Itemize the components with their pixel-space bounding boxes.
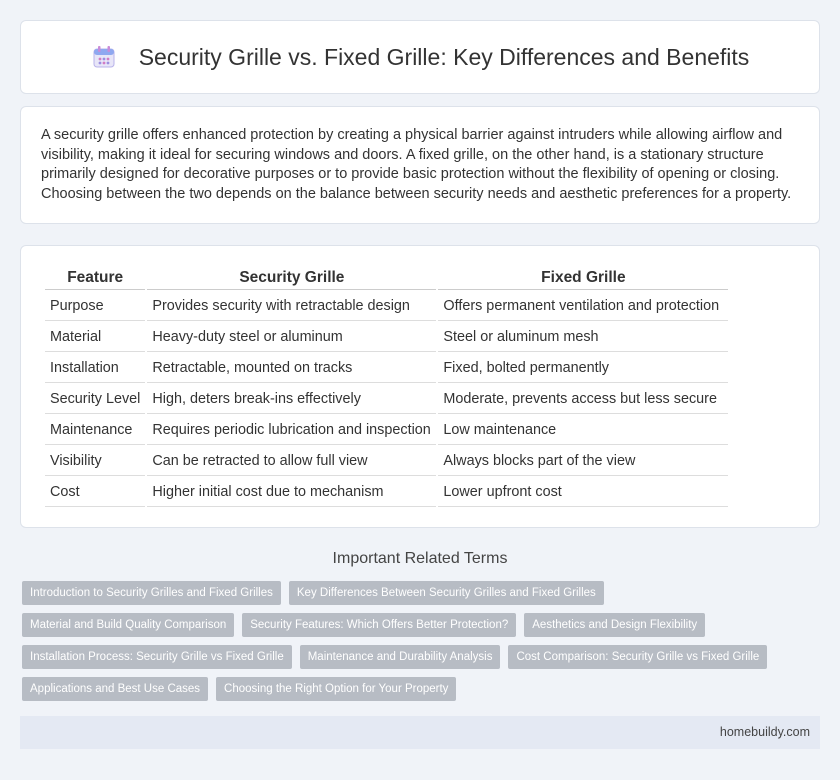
table-row: Visibility Can be retracted to allow full… [45, 445, 729, 476]
cell-security-grille: High, deters break-ins effectively [147, 383, 437, 414]
related-term-tag[interactable]: Material and Build Quality Comparison [22, 613, 235, 637]
table-row: Material Heavy-duty steel or aluminum Stee… [45, 321, 729, 352]
related-term-tag[interactable]: Cost Comparison: Security Grille vs Fixe… [508, 645, 768, 669]
related-term-tag[interactable]: Installation Process: Security Grille vs… [22, 645, 292, 669]
related-term-tag[interactable]: Choosing the Right Option for Your Prope… [216, 677, 457, 701]
cell-security-grille: Higher initial cost due to mechanism [147, 476, 437, 507]
cell-fixed-grille: Always blocks part of the view [438, 445, 729, 476]
cell-fixed-grille: Offers permanent ventilation and protect… [438, 290, 729, 321]
related-term-tag[interactable]: Applications and Best Use Cases [22, 677, 209, 701]
table-row: Cost Higher initial cost due to mechanism… [45, 476, 729, 507]
comparison-card: Feature Security Grille Fixed Grille Pur… [20, 245, 820, 528]
cell-fixed-grille: Steel or aluminum mesh [438, 321, 729, 352]
tag-row: Material and Build Quality Comparison Sec… [22, 613, 822, 637]
comparison-table: Feature Security Grille Fixed Grille Pur… [43, 266, 730, 507]
related-term-tag[interactable]: Maintenance and Durability Analysis [299, 645, 501, 669]
page-title: Security Grille vs. Fixed Grille: Key Di… [138, 43, 750, 70]
cell-security-grille: Retractable, mounted on tracks [147, 352, 437, 383]
header-fixed-grille: Fixed Grille [438, 266, 729, 290]
related-term-tag[interactable]: Aesthetics and Design Flexibility [524, 613, 706, 637]
calendar-icon [91, 44, 117, 70]
cell-feature: Installation [45, 352, 146, 383]
cell-fixed-grille: Low maintenance [438, 414, 729, 445]
related-term-tag[interactable]: Security Features: Which Offers Better P… [242, 613, 517, 637]
intro-paragraph: A security grille offers enhanced protec… [41, 127, 792, 202]
cell-feature: Purpose [45, 290, 146, 321]
cell-feature: Cost [45, 476, 146, 507]
cell-fixed-grille: Moderate, prevents access but less secur… [438, 383, 729, 414]
footer: homebuildy.com [20, 716, 820, 749]
header-feature: Feature [45, 266, 146, 290]
related-term-tag[interactable]: Key Differences Between Security Grilles… [288, 581, 604, 605]
cell-feature: Security Level [45, 383, 146, 414]
tag-row: Installation Process: Security Grille vs… [22, 645, 822, 669]
header-security-grille: Security Grille [147, 266, 437, 290]
table-row: Security Level High, deters break-ins eff… [45, 383, 729, 414]
cell-security-grille: Heavy-duty steel or aluminum [147, 321, 437, 352]
cell-feature: Material [45, 321, 146, 352]
related-term-tag[interactable]: Introduction to Security Grilles and Fix… [22, 581, 281, 605]
footer-site: homebuildy.com [719, 725, 810, 739]
table-header-row: Feature Security Grille Fixed Grille [45, 266, 729, 290]
table-row: Maintenance Requires periodic lubrication… [45, 414, 729, 445]
related-terms-list: Introduction to Security Grilles and Fix… [22, 581, 822, 709]
intro-card: A security grille offers enhanced protec… [20, 106, 820, 224]
table-row: Installation Retractable, mounted on trac… [45, 352, 729, 383]
tag-row: Applications and Best Use Cases Choosing … [22, 677, 822, 701]
table-row: Purpose Provides security with retractabl… [45, 290, 729, 321]
cell-security-grille: Requires periodic lubrication and inspec… [147, 414, 437, 445]
cell-security-grille: Can be retracted to allow full view [147, 445, 437, 476]
cell-fixed-grille: Fixed, bolted permanently [438, 352, 729, 383]
related-terms-title: Important Related Terms [332, 550, 508, 567]
cell-fixed-grille: Lower upfront cost [438, 476, 729, 507]
cell-security-grille: Provides security with retractable desig… [147, 290, 437, 321]
tag-row: Introduction to Security Grilles and Fix… [22, 581, 822, 605]
cell-feature: Maintenance [45, 414, 146, 445]
page-title-wrap: Security Grille vs. Fixed Grille: Key Di… [91, 43, 750, 71]
title-card: Security Grille vs. Fixed Grille: Key Di… [20, 20, 820, 94]
cell-feature: Visibility [45, 445, 146, 476]
